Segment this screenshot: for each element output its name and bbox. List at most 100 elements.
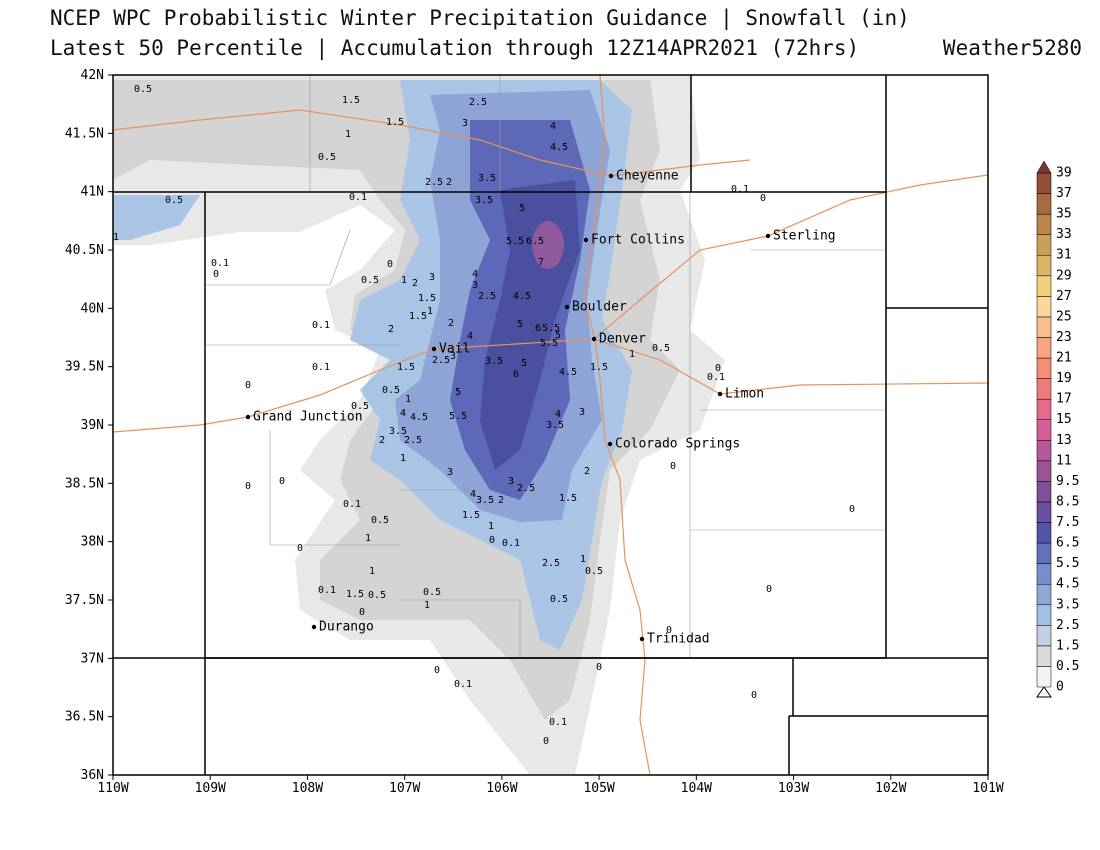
contour-label: 1 [580,554,586,565]
city-dot [591,336,597,342]
colorbar-segment [1036,357,1052,379]
lat-label: 36.5N [65,710,104,725]
lat-label: 36N [81,768,104,783]
contour-label: 0.1 [312,320,330,331]
contour-label: 1 [400,453,406,464]
city-label: Sterling [773,229,836,244]
colorbar-segment [1036,481,1052,503]
contour-label: 3.5 [478,173,496,184]
contour-label: 0.5 [134,84,152,95]
contour-label: 1 [424,600,430,611]
colorbar-label: 15 [1056,412,1072,427]
contour-label: 0.5 [423,587,441,598]
contour-label: 0.1 [349,192,367,203]
city-label: Denver [599,332,646,347]
contour-label: 5.5 [506,236,524,247]
colorbar-extend [1036,686,1052,698]
contour-label: 5 [555,330,561,341]
contour-label: 4.5 [559,367,577,378]
contour-label: 3 [462,118,468,129]
contour-label: 0.1 [343,499,361,510]
contour-label: 3 [508,476,514,487]
contour-label: 2.5 [469,97,487,108]
contour-label: 6.5 [526,236,544,247]
colorbar-label: 39 [1056,166,1072,181]
colorbar-label: 33 [1056,227,1072,242]
contour-label: 1.5 [559,493,577,504]
colorbar-segment [1036,583,1052,606]
contour-label: 6 [513,369,519,380]
colorbar-segment [1036,275,1052,297]
colorbar-segment [1036,296,1052,318]
colorbar-segment [1036,213,1052,235]
colorbar-segment [1036,193,1052,215]
colorbar-segment [1036,337,1052,359]
contour-label: 3 [450,351,456,362]
contour-label: 0.1 [318,585,336,596]
contour-label: 2.5 [517,483,535,494]
state-borders [113,75,988,775]
lon-label: 105W [583,781,614,796]
contour-label: 2.5 [478,291,496,302]
colorbar-label: 3.5 [1056,597,1079,612]
contour-label: 1 [427,306,433,317]
contour-label: 0.1 [549,717,567,728]
contour-label: 2.5 [542,558,560,569]
colorbar-segment [1036,501,1052,523]
colorbar-label: 17 [1056,392,1072,407]
colorbar-segment [1036,316,1052,338]
contour-label: 3 [429,272,435,283]
contour-label: 4.5 [550,142,568,153]
contour-label: 3.5 [476,495,494,506]
contour-label: 0.5 [371,515,389,526]
contour-label: 2 [448,318,454,329]
map-layer [113,75,988,775]
contour-label: 1 [365,533,371,544]
contour-label: 1 [113,232,119,243]
contour-label: 0.5 [382,385,400,396]
contour-label: 1.5 [342,95,360,106]
lat-label: 39N [81,418,104,433]
colorbar-segment [1036,460,1052,482]
colorbar-segment [1036,378,1052,400]
contour-label: 0 [245,380,251,391]
contour-label: 0.5 [585,566,603,577]
lat-label: 40.5N [65,243,104,258]
lon-label: 108W [292,781,323,796]
contour-label: 2 [388,324,394,335]
contour-label: 2 [584,466,590,477]
contour-label: 3 [579,407,585,418]
city-dot [311,624,317,630]
lon-label: 107W [389,781,420,796]
lat-label: 38.5N [65,476,104,491]
colorbar-label: 31 [1056,248,1072,263]
city-label: Trinidad [647,632,710,647]
contour-label: 0 [489,535,495,546]
city-label: Cheyenne [616,169,679,184]
colorbar-segment [1036,604,1052,626]
contour-label: 0.1 [454,679,472,690]
contour-label: 4 [555,409,561,420]
colorbar-label: 29 [1056,268,1072,283]
colorbar-segment [1036,542,1052,564]
contour-label: 5 [521,358,527,369]
contour-label: 0 [434,665,440,676]
contour-label: 1 [488,521,494,532]
colorbar-label: 25 [1056,309,1072,324]
contour-label: 0 [849,504,855,515]
city-dot [583,237,589,243]
lat-label: 40N [81,301,104,316]
colorbar-segment [1036,234,1052,256]
colorbar-label: 1.5 [1056,638,1079,653]
contour-label: 4.5 [410,412,428,423]
contour-label: 0.1 [731,184,749,195]
contour-label: 2 [498,495,504,506]
colorbar-label: 35 [1056,207,1072,222]
brand: Weather5280 [943,36,1082,60]
contour-label: 1.5 [386,117,404,128]
lon-label: 110W [97,781,128,796]
colorbar-label: 4.5 [1056,577,1079,592]
contour-label: 0 [751,690,757,701]
colorbar-segment [1036,645,1052,667]
